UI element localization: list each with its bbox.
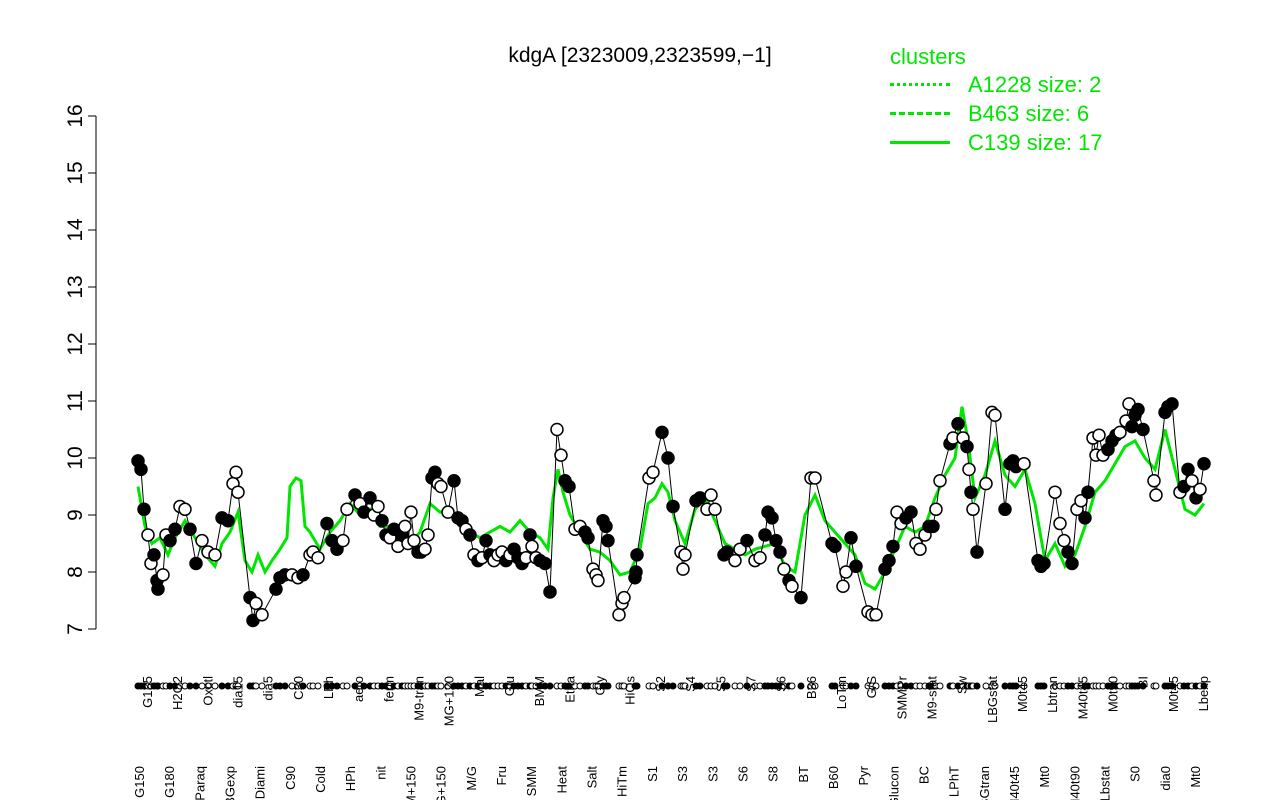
svg-text:S0: S0 xyxy=(1128,766,1143,782)
svg-text:M40t45: M40t45 xyxy=(1007,766,1022,800)
svg-text:LPh: LPh xyxy=(321,676,336,699)
svg-text:Glu: Glu xyxy=(502,676,517,696)
svg-text:C30: C30 xyxy=(291,676,306,700)
legend-entry-b463: B463 size: 6 xyxy=(890,99,1103,128)
svg-text:S3: S3 xyxy=(675,766,690,782)
solid-line-icon xyxy=(890,141,950,144)
data-series xyxy=(131,397,1211,628)
svg-text:C90: C90 xyxy=(283,766,298,790)
svg-text:Heat: Heat xyxy=(554,766,569,794)
svg-text:G135: G135 xyxy=(140,676,155,708)
svg-text:7: 7 xyxy=(64,623,87,635)
svg-text:Oxctl: Oxctl xyxy=(200,676,215,706)
svg-text:LBGexp: LBGexp xyxy=(223,766,238,800)
legend-entry-c139: C139 size: 17 xyxy=(890,128,1103,157)
svg-text:S6: S6 xyxy=(774,676,789,692)
svg-text:Lbexp: Lbexp xyxy=(1196,676,1211,711)
svg-text:14: 14 xyxy=(64,218,87,242)
legend-label: A1228 size: 2 xyxy=(968,71,1102,97)
svg-text:MG+150: MG+150 xyxy=(434,766,449,800)
svg-text:Lbtran: Lbtran xyxy=(1045,676,1060,713)
svg-text:BC: BC xyxy=(916,766,931,784)
svg-text:SMMPr: SMMPr xyxy=(894,675,909,719)
svg-text:B36: B36 xyxy=(804,676,819,699)
svg-text:BI: BI xyxy=(1136,676,1151,688)
svg-text:Gly: Gly xyxy=(593,676,608,696)
svg-text:Paraq: Paraq xyxy=(192,766,207,800)
svg-text:S1: S1 xyxy=(645,766,660,782)
svg-text:B60: B60 xyxy=(826,766,841,789)
svg-text:13: 13 xyxy=(64,275,87,298)
svg-text:11: 11 xyxy=(64,390,87,412)
svg-text:16: 16 xyxy=(64,104,87,127)
svg-text:HiTm: HiTm xyxy=(615,766,630,797)
svg-text:M0t45: M0t45 xyxy=(1015,676,1030,712)
chart-title: kdgA [2323009,2323599,−1] xyxy=(508,44,772,67)
svg-text:dia5: dia5 xyxy=(261,676,276,701)
svg-text:MG+120: MG+120 xyxy=(442,676,457,726)
svg-text:G150: G150 xyxy=(132,766,147,798)
svg-text:9: 9 xyxy=(64,509,87,521)
svg-text:15: 15 xyxy=(64,161,87,184)
svg-text:Etha: Etha xyxy=(562,675,577,703)
svg-text:Diami: Diami xyxy=(253,766,268,799)
svg-text:Mt0: Mt0 xyxy=(1188,766,1203,788)
svg-text:dia0: dia0 xyxy=(1158,766,1173,791)
svg-text:Glucon: Glucon xyxy=(886,766,901,800)
svg-text:aero: aero xyxy=(351,676,366,702)
svg-text:LBGstat: LBGstat xyxy=(985,676,1000,723)
svg-text:BT: BT xyxy=(796,766,811,783)
svg-text:M9-tran: M9-tran xyxy=(412,676,427,721)
legend-label: B463 size: 6 xyxy=(968,100,1090,126)
svg-text:M40t45: M40t45 xyxy=(1075,676,1090,719)
svg-text:S5: S5 xyxy=(713,676,728,692)
svg-text:Pyr: Pyr xyxy=(856,765,871,785)
svg-text:ferm: ferm xyxy=(381,676,396,702)
svg-text:G180: G180 xyxy=(162,766,177,798)
svg-text:SMM: SMM xyxy=(524,766,539,796)
dotted-line-icon xyxy=(890,83,950,86)
svg-text:S4: S4 xyxy=(683,676,698,692)
svg-text:H2O2: H2O2 xyxy=(170,676,185,710)
svg-text:Lbstat: Lbstat xyxy=(1097,766,1112,800)
svg-text:G/S: G/S xyxy=(864,676,879,699)
svg-text:Mt0: Mt0 xyxy=(1037,766,1052,788)
svg-text:S2: S2 xyxy=(653,676,668,692)
svg-text:Sw: Sw xyxy=(955,675,970,694)
svg-text:M/G: M/G xyxy=(464,766,479,791)
svg-text:Mal: Mal xyxy=(472,676,487,697)
svg-text:HiOs: HiOs xyxy=(623,676,638,705)
svg-text:LPhT: LPhT xyxy=(947,766,962,797)
legend-label: C139 size: 17 xyxy=(968,129,1103,155)
svg-text:GM+150: GM+150 xyxy=(404,766,419,800)
svg-text:LBGtran: LBGtran xyxy=(977,766,992,800)
legend: clusters A1228 size: 2 B463 size: 6 C139… xyxy=(890,44,1103,157)
legend-entry-a1228: A1228 size: 2 xyxy=(890,70,1103,99)
svg-text:S3: S3 xyxy=(705,766,720,782)
dashed-line-icon xyxy=(890,112,950,115)
svg-text:12: 12 xyxy=(64,332,87,355)
legend-title: clusters xyxy=(890,44,966,69)
svg-text:Salt: Salt xyxy=(585,766,600,789)
x-axis-labels: G135 H2O2 Oxctl dia15 dia5 C30 LPh aero ferm M9-t… xyxy=(132,675,1211,800)
svg-text:nit: nit xyxy=(373,766,388,780)
svg-text:S6: S6 xyxy=(735,766,750,782)
svg-text:Fru: Fru xyxy=(494,766,509,786)
svg-text:S7: S7 xyxy=(743,676,758,692)
svg-text:HPh: HPh xyxy=(343,766,358,791)
svg-text:M40t90: M40t90 xyxy=(1067,766,1082,800)
svg-text:8: 8 xyxy=(64,566,87,578)
svg-text:dia15: dia15 xyxy=(231,676,246,708)
svg-text:M0t90: M0t90 xyxy=(1105,676,1120,712)
y-axis: 7 8 9 10 11 12 13 14 15 16 xyxy=(64,104,97,635)
svg-text:M9-stat: M9-stat xyxy=(924,676,939,720)
svg-text:S8: S8 xyxy=(766,766,781,782)
svg-text:LoTm: LoTm xyxy=(834,676,849,709)
svg-text:BMM: BMM xyxy=(532,676,547,706)
svg-text:Cold: Cold xyxy=(313,766,328,793)
svg-text:M0t45: M0t45 xyxy=(1166,676,1181,712)
svg-text:10: 10 xyxy=(64,446,87,469)
